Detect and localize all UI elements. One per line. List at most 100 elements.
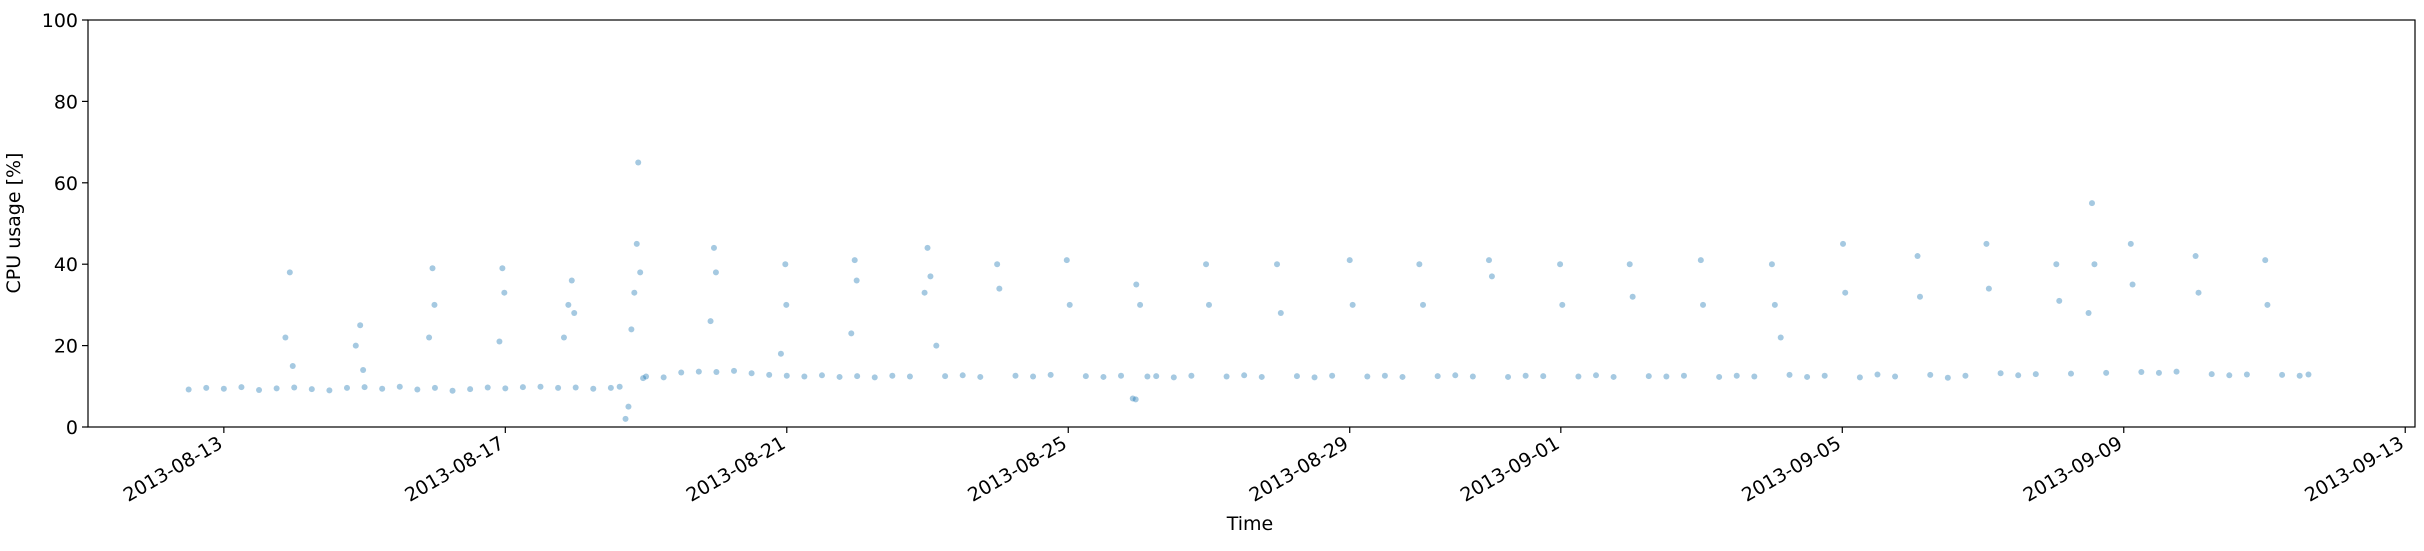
point: [977, 373, 984, 380]
point: [1132, 396, 1139, 403]
plot-frame: [87, 19, 2416, 428]
x-tick-label: 2013-08-29: [1246, 432, 1353, 506]
point: [431, 384, 438, 391]
point: [326, 387, 333, 394]
point: [1488, 273, 1495, 280]
point: [1485, 257, 1492, 264]
point: [2103, 369, 2110, 376]
y-tick-label: 60: [54, 173, 78, 195]
point: [2279, 371, 2286, 378]
point: [343, 384, 350, 391]
point: [801, 373, 808, 380]
point: [1223, 373, 1230, 380]
point: [1188, 372, 1195, 379]
point: [1892, 373, 1899, 380]
point: [429, 265, 436, 272]
point: [1804, 373, 1811, 380]
point: [1082, 373, 1089, 380]
point: [590, 385, 597, 392]
point: [643, 373, 650, 380]
point: [1680, 372, 1687, 379]
y-tick-label: 0: [66, 417, 78, 439]
point: [2138, 369, 2145, 376]
point: [622, 415, 629, 422]
point: [660, 374, 667, 381]
point: [1645, 373, 1652, 380]
point: [2226, 372, 2233, 379]
point: [1170, 374, 1177, 381]
point: [2243, 371, 2250, 378]
point: [1751, 373, 1758, 380]
point: [2091, 261, 2098, 268]
point: [1381, 372, 1388, 379]
point: [571, 310, 578, 317]
point: [713, 369, 720, 376]
point: [1944, 374, 1951, 381]
point: [431, 301, 438, 308]
point: [360, 367, 367, 374]
point: [1610, 373, 1617, 380]
point: [748, 370, 755, 377]
point: [607, 384, 614, 391]
point: [635, 159, 642, 166]
point: [565, 301, 572, 308]
point: [959, 372, 966, 379]
point: [924, 244, 931, 251]
point: [631, 289, 638, 296]
point: [2053, 261, 2060, 268]
point: [1205, 301, 1212, 308]
point: [1522, 372, 1529, 379]
point: [203, 384, 210, 391]
point: [220, 385, 227, 392]
point: [537, 383, 544, 390]
point: [777, 350, 784, 357]
point: [854, 373, 861, 380]
point: [1559, 301, 1566, 308]
point: [871, 374, 878, 381]
point: [2127, 240, 2134, 247]
point: [286, 269, 293, 276]
point: [1575, 373, 1582, 380]
point: [1768, 261, 1775, 268]
point: [1241, 372, 1248, 379]
point: [1133, 281, 1140, 288]
point: [1716, 373, 1723, 380]
point: [1629, 293, 1636, 300]
point: [1012, 372, 1019, 379]
point: [628, 326, 635, 333]
point: [637, 269, 644, 276]
point: [1203, 261, 1210, 268]
point: [1329, 372, 1336, 379]
point: [1469, 373, 1476, 380]
point: [2192, 253, 2199, 260]
point: [848, 330, 855, 337]
point: [379, 385, 386, 392]
point: [1914, 253, 1921, 260]
point: [1129, 395, 1136, 402]
point: [1452, 372, 1459, 379]
point: [851, 257, 858, 264]
x-axis-label: Time: [1226, 513, 1274, 535]
point: [1434, 373, 1441, 380]
point: [766, 371, 773, 378]
point: [710, 244, 717, 251]
point: [1144, 373, 1151, 380]
x-tick-label: 2013-09-13: [2301, 432, 2408, 506]
point: [560, 334, 567, 341]
point: [625, 403, 632, 410]
point: [1697, 257, 1704, 264]
point: [731, 367, 738, 374]
point: [2264, 301, 2271, 308]
point: [568, 277, 575, 284]
point: [555, 384, 562, 391]
point: [1277, 310, 1284, 317]
x-tick-label: 2013-09-05: [1738, 432, 1845, 506]
point: [853, 277, 860, 284]
point: [289, 362, 296, 369]
point: [818, 372, 825, 379]
point: [2056, 297, 2063, 304]
x-tick-label: 2013-09-01: [1457, 432, 1564, 506]
point: [502, 385, 509, 392]
point: [906, 373, 913, 380]
point: [2195, 289, 2202, 296]
